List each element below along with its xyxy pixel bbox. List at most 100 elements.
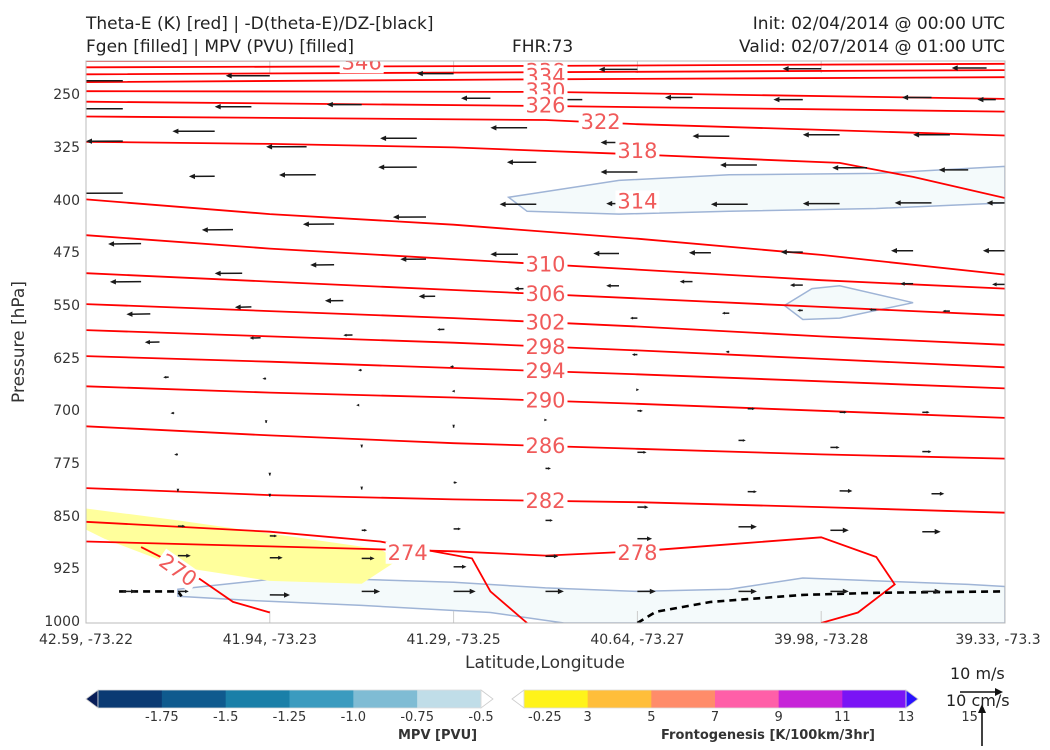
wind-vector <box>361 588 381 595</box>
wind-vector <box>108 241 142 247</box>
wind-vector <box>343 333 353 337</box>
wind-vector <box>545 588 564 595</box>
wind-vector <box>1005 590 1014 593</box>
wind-vector <box>938 167 969 173</box>
wind-vector <box>361 528 368 532</box>
contour-label-286: 286 <box>525 434 565 458</box>
wind-vector <box>269 534 278 538</box>
wind-vector <box>122 589 136 594</box>
wind-vector <box>747 490 757 494</box>
wind-vector <box>773 96 803 103</box>
wind-vector <box>992 282 1005 287</box>
wind-vector <box>356 403 360 407</box>
wind-vector <box>170 411 175 415</box>
horizontal-ref-label: 10 m/s <box>950 664 1005 683</box>
wind-vector <box>449 365 454 368</box>
wind-vector <box>86 190 123 196</box>
contour-label-294: 294 <box>525 359 565 383</box>
wind-vector <box>839 488 853 493</box>
wind-vector <box>738 524 757 530</box>
wind-vector <box>453 564 467 569</box>
title-line-2: Fgen [filled] | MPV (PVU) [filled] <box>86 37 355 57</box>
wind-vector <box>710 201 748 207</box>
contour-label-306: 306 <box>525 282 565 306</box>
contour-label-278: 278 <box>617 541 657 565</box>
x-axis-label: Latitude,Longitude <box>465 653 625 673</box>
wind-vector <box>279 172 316 178</box>
contour-label-bg <box>523 311 568 334</box>
wind-vector <box>902 94 932 101</box>
wind-vector <box>451 389 455 393</box>
isentrope-322 <box>86 115 1005 137</box>
wind-vector <box>802 132 840 138</box>
wind-vector <box>839 410 847 414</box>
wind-vector <box>453 527 461 531</box>
wind-vector <box>360 444 364 448</box>
x-tick-label: 42.59, -73.22 <box>38 632 134 648</box>
x-tick-label: 41.94, -73.23 <box>222 632 317 648</box>
contour-label-bg <box>339 61 384 74</box>
wind-vector <box>310 262 335 268</box>
isentrope-labels: 3463423383343303263223183143103063022982… <box>153 61 660 592</box>
wind-vector <box>361 556 375 561</box>
mpv-region <box>177 577 1005 623</box>
wind-vector <box>747 407 755 411</box>
wind-vector <box>797 309 803 312</box>
wind-vector <box>606 283 619 288</box>
wind-vector <box>214 104 252 110</box>
mpv-region <box>506 165 1005 215</box>
wind-vector <box>922 588 941 595</box>
wind-vector <box>986 200 1005 206</box>
wind-vector <box>600 169 638 175</box>
x-tick-label: 39.98, -73.28 <box>774 632 869 648</box>
wind-vector <box>86 106 123 112</box>
wind-vector <box>665 94 693 101</box>
wind-vector <box>392 214 427 220</box>
wind-vector <box>637 536 653 541</box>
wind-vector <box>324 298 344 304</box>
y-tick-label: 475 <box>53 245 80 262</box>
wind-vector <box>262 377 267 380</box>
vertical-ref-arrow <box>978 704 986 746</box>
colorbar-tick: 9 <box>774 710 783 725</box>
wind-vector <box>177 524 186 528</box>
contour-label-290: 290 <box>525 388 565 412</box>
wind-vector <box>692 133 730 139</box>
contour-label-bg <box>523 489 568 512</box>
wind-vector <box>931 491 945 496</box>
wind-vector <box>637 588 656 595</box>
wind-vector <box>358 368 362 372</box>
wind-vector <box>593 250 619 257</box>
wind-vector <box>174 453 178 456</box>
contour-label-282: 282 <box>525 489 565 513</box>
wind-vector <box>461 95 491 101</box>
contour-label-274: 274 <box>388 541 428 565</box>
contour-label-298: 298 <box>525 335 565 359</box>
wind-vector <box>637 409 643 413</box>
wind-vector <box>360 486 364 490</box>
contour-label-bg <box>523 335 568 358</box>
wind-vector <box>720 162 757 168</box>
y-tick-label: 400 <box>53 192 80 209</box>
y-axis-label: Pressure [hPa] <box>9 281 29 403</box>
colorbar-tick: -1.25 <box>272 710 307 725</box>
wind-vector <box>188 173 215 180</box>
mpv-colorbar <box>85 689 494 709</box>
wind-vector <box>453 588 476 595</box>
wind-vector <box>1005 450 1011 453</box>
wind-vector <box>598 66 638 73</box>
wind-vector <box>688 250 711 256</box>
contour-label-bg <box>578 111 623 134</box>
y-tick-label: 775 <box>53 455 80 472</box>
title-line-1: Theta-E (K) [red] | -D(theta-E)/DZ-[blac… <box>86 14 434 34</box>
init-time: Init: 02/04/2014 @ 00:00 UTC <box>752 14 1005 34</box>
wind-vector <box>176 488 180 492</box>
colorbar-tick: 5 <box>647 710 656 725</box>
wind-vector <box>802 200 840 207</box>
x-tick-label: 39.33, -73.3 <box>955 632 1041 648</box>
plot-frame <box>85 60 1006 624</box>
wind-vector <box>490 251 518 257</box>
wind-vector <box>266 144 307 150</box>
wind-vector <box>214 270 243 277</box>
wind-vector <box>545 467 551 470</box>
